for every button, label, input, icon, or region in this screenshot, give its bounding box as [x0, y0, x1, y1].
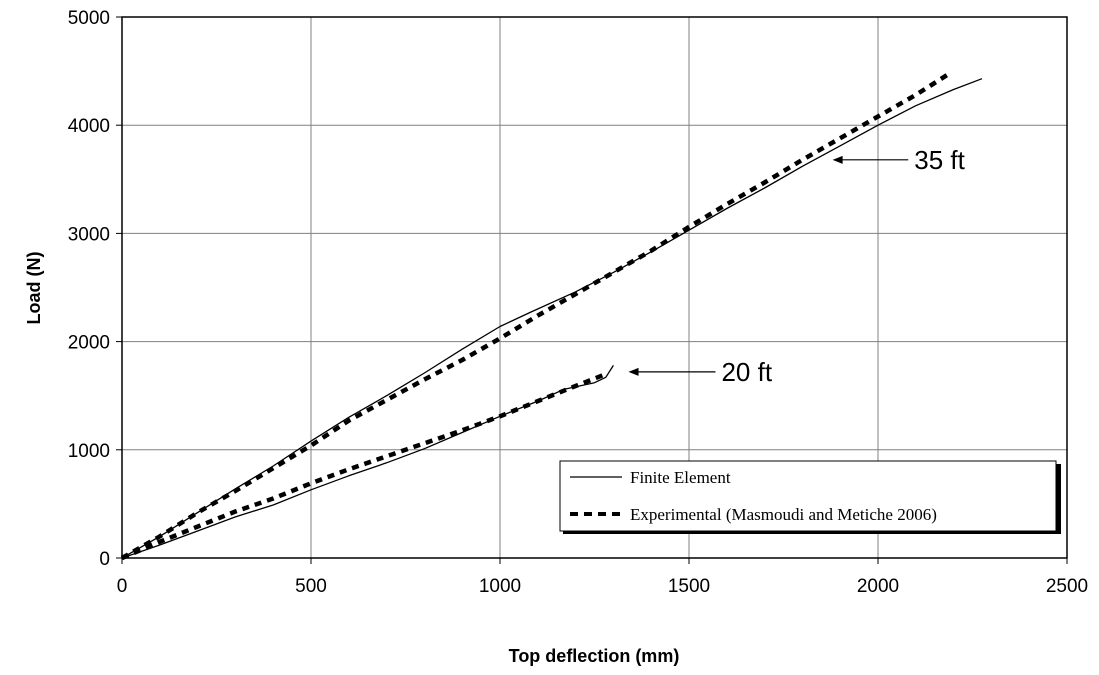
series-line-finite-element: [121, 365, 614, 559]
y-tick-label: 2000: [68, 333, 110, 354]
y-axis-title: Load (N): [24, 252, 44, 325]
y-tick-label: 0: [99, 549, 110, 570]
annotations: 35 ft 20 ft: [628, 145, 966, 387]
axis-ticks: 0 500 1000 1500 2000 2500 0 1000 2000 3000 4000 500…: [68, 8, 1088, 597]
grid-lines: [122, 17, 1067, 558]
y-tick-label: 4000: [68, 116, 110, 137]
callout-arrow-head: [832, 155, 843, 164]
legend-box: [559, 460, 1057, 532]
y-tick-label: 5000: [68, 8, 110, 29]
series-line-experimental: [120, 71, 952, 560]
series-layer: [120, 71, 983, 561]
legend-label-finite-element: Finite Element: [630, 468, 731, 487]
y-tick-label: 3000: [68, 224, 110, 245]
callout-arrow-head: [628, 367, 639, 376]
series-line-experimental: [121, 372, 607, 561]
x-tick-label: 1500: [668, 576, 710, 597]
callout-label: 35 ft: [914, 145, 965, 175]
legend-label-experimental: Experimental (Masmoudi and Metiche 2006): [630, 505, 937, 524]
x-tick-label: 1000: [479, 576, 521, 597]
x-tick-label: 0: [117, 576, 128, 597]
plot-frame: [121, 16, 1068, 559]
y-tick-label: 1000: [68, 441, 110, 462]
x-tick-label: 500: [295, 576, 327, 597]
x-tick-label: 2500: [1046, 576, 1088, 597]
legend: Finite Element Experimental (Masmoudi an…: [559, 460, 1061, 534]
x-tick-label: 2000: [857, 576, 899, 597]
x-axis-title: Top deflection (mm): [509, 646, 680, 666]
callout-label: 20 ft: [721, 357, 772, 387]
